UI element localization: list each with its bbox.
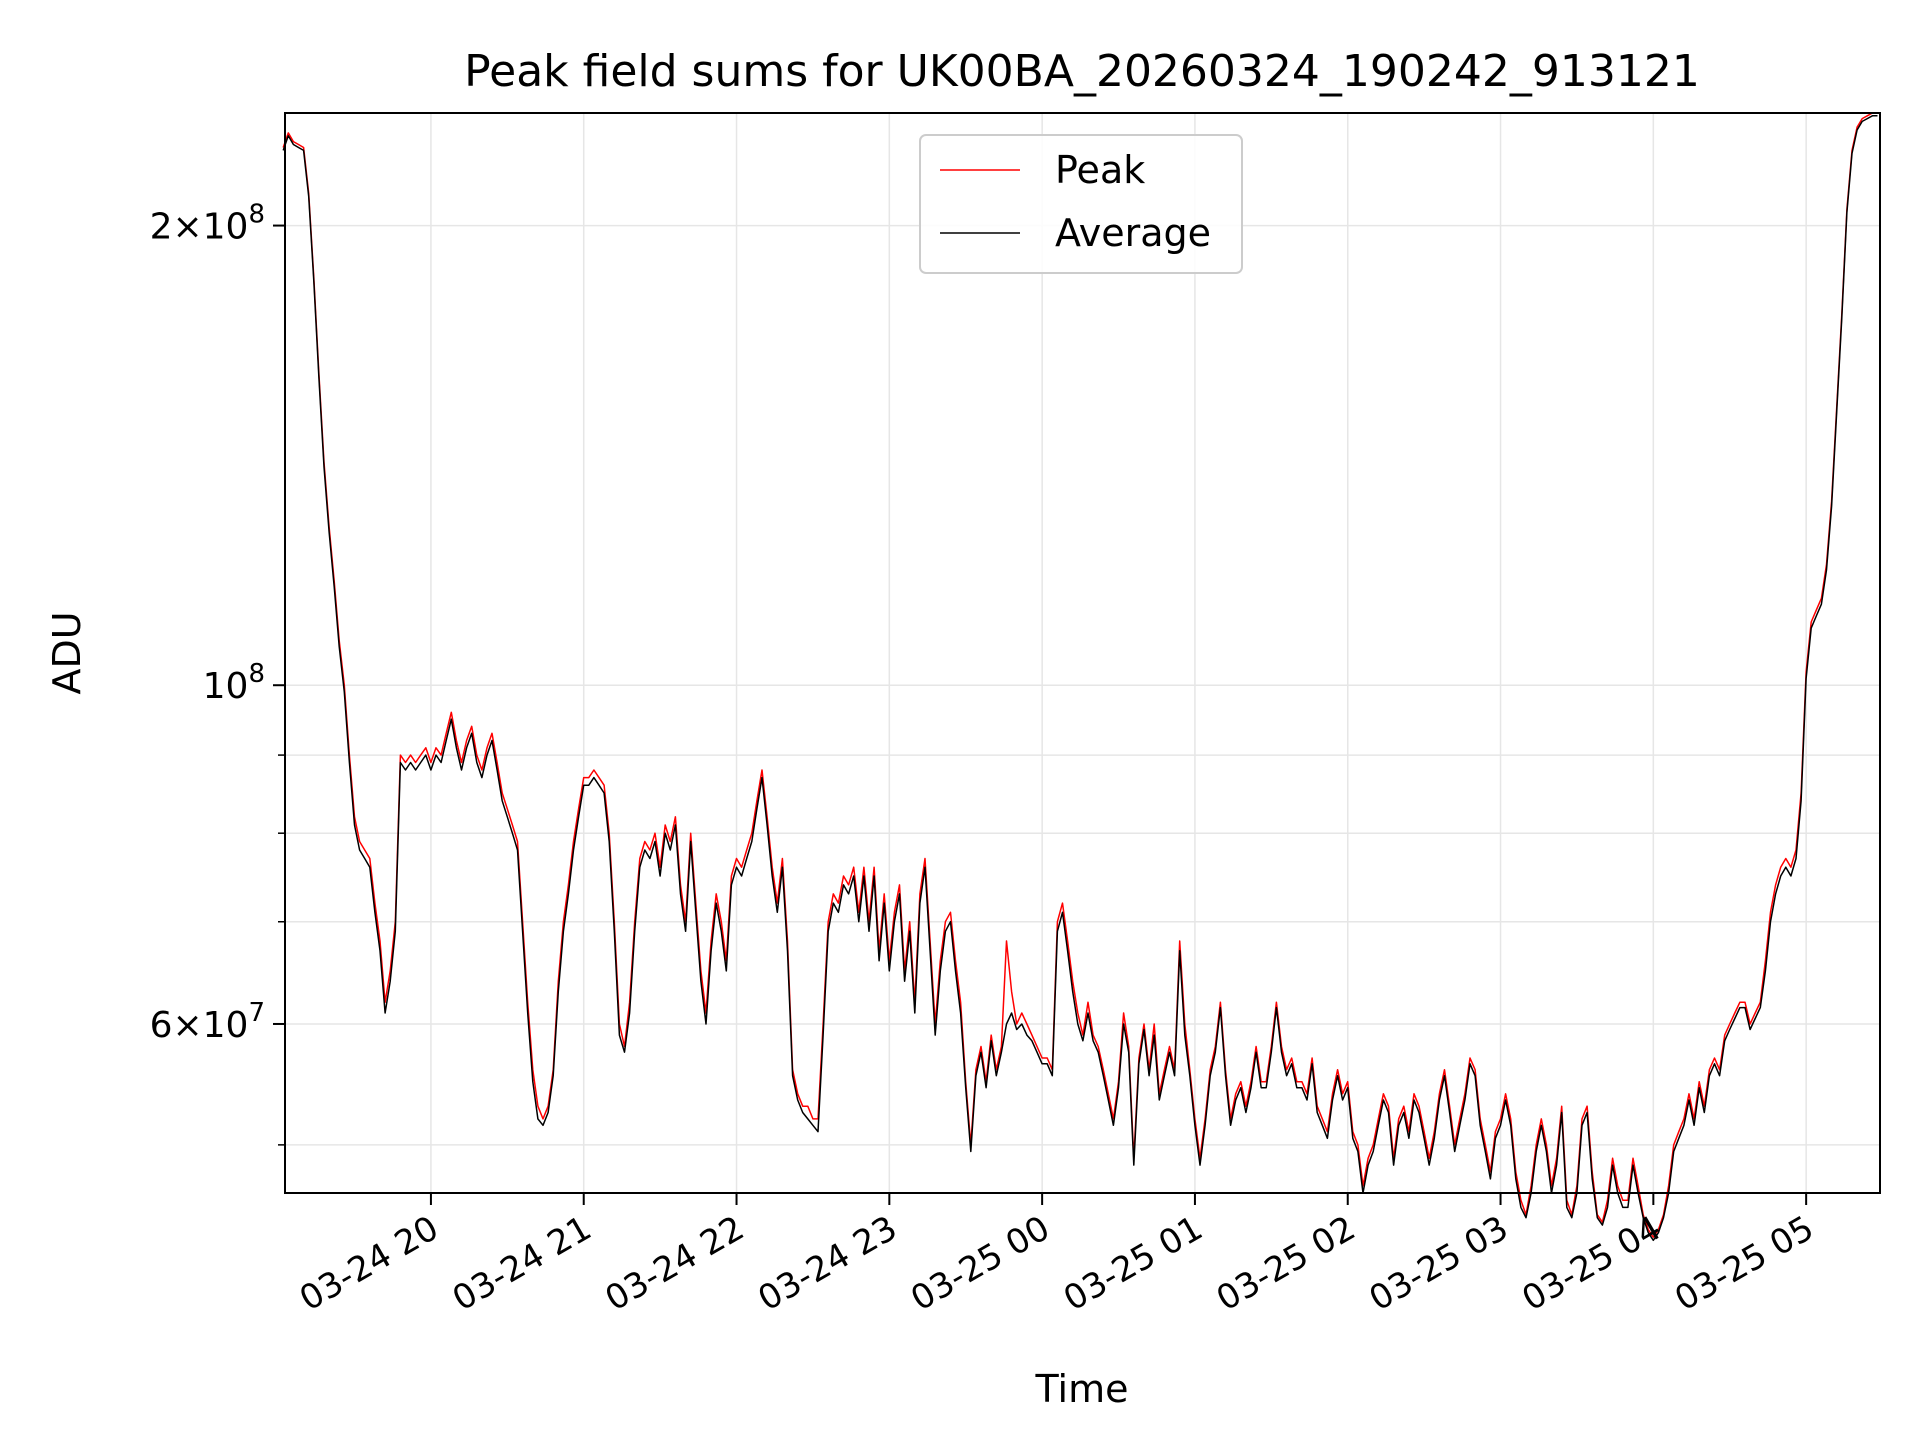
- chart-title: Peak field sums for UK00BA_20260324_1902…: [464, 46, 1700, 97]
- legend-label-average: Average: [1055, 211, 1211, 255]
- legend: Peak Average: [919, 134, 1243, 274]
- series-layer: [282, 112, 1878, 1242]
- x-axis-label: Time: [1035, 1367, 1129, 1411]
- y-axis-label: ADU: [45, 611, 89, 694]
- y-tick-label: 6×107: [150, 998, 265, 1046]
- y-tick-label: 2×108: [150, 200, 265, 248]
- y-tick-label: 108: [203, 659, 265, 707]
- series-line-peak: [282, 112, 1878, 1238]
- plot-frame: [284, 112, 1881, 1194]
- legend-label-peak: Peak: [1055, 148, 1145, 192]
- series-line-average: [282, 115, 1878, 1242]
